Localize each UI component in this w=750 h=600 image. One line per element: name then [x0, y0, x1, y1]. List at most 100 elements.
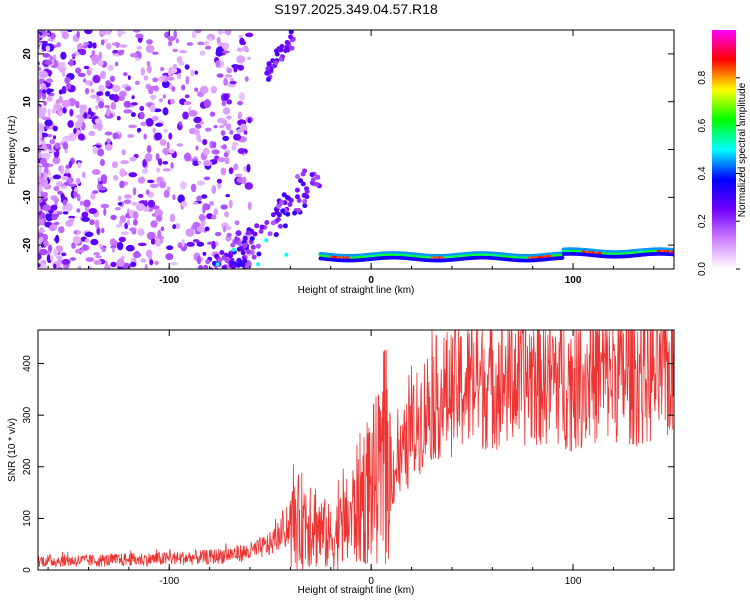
spectrogram-cell [279, 199, 285, 205]
spectrogram-cell [76, 208, 81, 213]
spectrogram-cell [159, 139, 167, 146]
spectrogram-cell [72, 236, 82, 245]
spectrogram-cell [238, 92, 245, 101]
spectrogram-cell [38, 139, 43, 146]
spectrogram-cell [60, 51, 67, 60]
spectrogram-cell [105, 80, 111, 87]
spectrogram-cell [113, 174, 119, 181]
spectrogram-cell [167, 69, 172, 77]
spectrogram-cell [42, 182, 49, 189]
spectrogram-cell [71, 242, 76, 249]
spectrogram-cell [61, 165, 65, 174]
spectrogram-cell [264, 220, 270, 225]
spectrogram-cell [213, 267, 219, 269]
spectrogram-cell [191, 31, 197, 39]
spectrogram-cell [100, 70, 106, 80]
spectrogram-cell [220, 130, 226, 136]
spectrogram-cell [244, 76, 249, 82]
spectrogram-cell [123, 199, 132, 205]
spectrogram-cell [42, 89, 47, 94]
spectrogram-cell [62, 107, 67, 114]
spectrogram-cell [55, 105, 61, 110]
spectrogram-cell [203, 264, 209, 269]
spectrogram-cell [55, 181, 63, 187]
spectrogram-cell [66, 82, 72, 90]
spectrogram-cell [237, 47, 242, 52]
spectrogram-cell [129, 53, 137, 58]
spectrogram-cell [39, 70, 48, 79]
spectrogram-cell [61, 99, 71, 108]
spectrogram-cell [117, 202, 123, 206]
spectrogram-cell [101, 227, 105, 234]
spectrogram-cell [66, 30, 73, 33]
spectrogram-cell [68, 178, 72, 183]
spectrogram-cell [211, 149, 220, 155]
snr-x-axis-label: Height of straight line (km) [298, 585, 415, 596]
spectrogram-cell [250, 244, 256, 250]
spectrogram-cell [213, 208, 218, 216]
spectrogram-cell [76, 30, 80, 39]
spectrogram-cell [62, 211, 69, 215]
spectrogram-cell [266, 61, 272, 67]
spectrogram-cell [188, 110, 198, 117]
spectrogram-cell [61, 258, 71, 265]
spectrogram-cell [50, 32, 56, 40]
spectrogram-cell [219, 124, 225, 129]
spectrogram-cell [224, 157, 230, 165]
spectrogram-cell [217, 42, 225, 47]
spectrogram-cell [110, 214, 117, 221]
spectrogram-cell [233, 133, 242, 141]
spectrogram-cell [177, 194, 185, 204]
spectrogram-cell [236, 55, 246, 64]
spectrogram-cell [168, 149, 175, 154]
spectrogram-cell [52, 156, 61, 165]
spectrogram-cell [77, 161, 82, 169]
spectrogram-cell [224, 74, 233, 78]
spectrogram-cell [57, 190, 63, 195]
snr-series-line [38, 330, 674, 570]
spectrogram-cell [195, 123, 202, 129]
spectrogram-cell [123, 72, 128, 76]
spectrogram-cell [56, 42, 61, 48]
spectrogram-cell [314, 181, 320, 187]
spectrogram-cell [217, 157, 227, 163]
spectrogram-cell [38, 222, 41, 227]
spectrogram-cell [284, 252, 289, 257]
spectrogram-cell [217, 257, 223, 263]
spectrogram-cell [38, 125, 45, 131]
spectrogram-cell [142, 159, 147, 168]
spectrogram-cell [53, 185, 60, 192]
spectrogram-cell [106, 42, 112, 50]
spectrogram-cell [139, 111, 145, 120]
spectrogram-cell [145, 118, 154, 127]
spectrogram-cell [42, 152, 51, 160]
spectrogram-cell [209, 111, 216, 117]
spectrogram-cell [210, 271, 215, 276]
snr-y-ticks: 0 100 200 300 400 [22, 355, 674, 573]
spectrogram-cell [276, 212, 282, 218]
spectrogram-cell [114, 207, 121, 211]
spectrogram-cell [231, 144, 237, 151]
spectrogram-x-ticks: -100 0 100 [47, 30, 655, 286]
spectrogram-cell [302, 198, 308, 204]
spectrogram-cell [224, 211, 229, 218]
spectrogram-cell [52, 174, 62, 180]
spectrogram-y-ticks: 20 10 0 -10 -20 [22, 48, 674, 252]
spectrogram-cell [194, 87, 199, 92]
spectrogram-cell [152, 127, 156, 134]
spectrogram-cell [48, 209, 54, 214]
spectrogram-cell [38, 93, 42, 100]
spectrogram-cell [247, 201, 252, 211]
spectrogram-cell [199, 50, 206, 56]
spectrogram-cell [238, 111, 242, 119]
spectrogram-cell [238, 34, 243, 39]
spectrogram-cell [229, 129, 234, 135]
spectrogram-cell [127, 134, 135, 138]
spectrogram-cell [58, 61, 66, 68]
spectrogram-cell [175, 38, 179, 44]
spectrogram-cell [222, 107, 231, 115]
spectrogram-cell [135, 203, 145, 212]
spectrogram-cell [288, 34, 294, 40]
x-tick-label: -100 [159, 576, 179, 587]
